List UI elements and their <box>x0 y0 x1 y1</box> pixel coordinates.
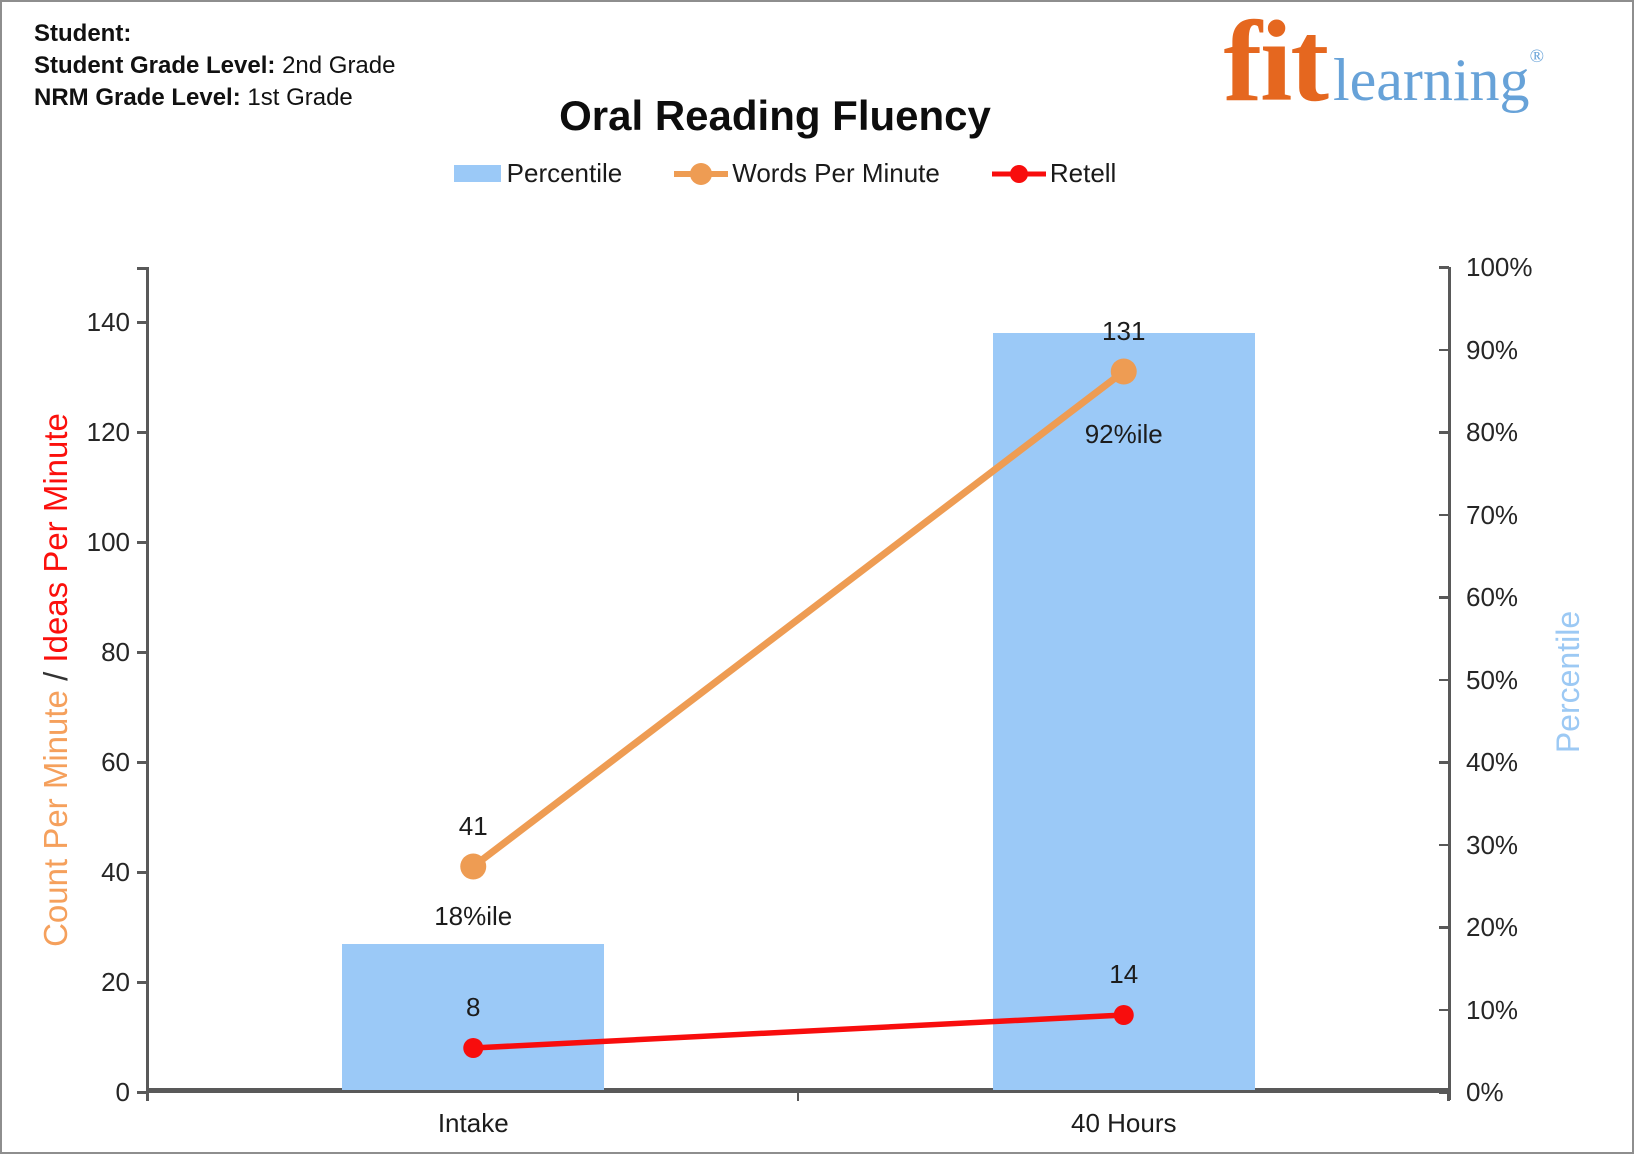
right-axis-tick-label: 30% <box>1466 829 1519 860</box>
legend-item-retell: Retell <box>991 158 1117 189</box>
registered-trademark-icon: ® <box>1529 46 1544 67</box>
fit-learning-logo: fit learning® <box>1223 0 1544 129</box>
left-axis-tick <box>137 651 147 654</box>
left-axis-line <box>146 267 149 1092</box>
chart-legend: Percentile Words Per Minute Retell <box>2 158 1600 189</box>
right-axis-tick <box>1439 761 1449 764</box>
student-grade-line: Student Grade Level: 2nd Grade <box>34 50 395 82</box>
left-axis-tick <box>137 761 147 764</box>
line-data-label: 131 <box>1102 315 1146 346</box>
right-axis-title: Percentile <box>1550 610 1586 754</box>
right-axis-tick-label: 40% <box>1466 747 1519 777</box>
percentile-bar <box>992 333 1255 1090</box>
percentile-bar <box>342 943 605 1090</box>
left-axis-tick <box>137 541 147 544</box>
left-axis-tick-label: 100 <box>86 527 130 557</box>
nrm-grade-line: NRM Grade Level: 1st Grade <box>34 82 395 114</box>
right-axis-tick-label: 100% <box>1466 252 1533 282</box>
words-per-minute-marker <box>460 853 487 880</box>
retell-line <box>473 1012 1124 1051</box>
line-data-label: 14 <box>1109 959 1139 989</box>
right-axis-tick <box>1439 843 1449 846</box>
nrm-grade-value: 1st Grade <box>247 84 353 111</box>
right-axis-tick <box>1439 266 1449 269</box>
right-axis-tick <box>1439 348 1449 351</box>
left-axis-title-slash: / <box>37 662 74 691</box>
bar-data-label: 92%ile <box>1084 419 1163 449</box>
legend-label-percentile: Percentile <box>506 158 623 188</box>
left-axis-tick-label: 40 <box>101 857 130 887</box>
words-per-minute-marker <box>1110 358 1137 385</box>
right-axis-tick <box>1439 678 1449 681</box>
student-grade-label: Student Grade Level: <box>34 52 276 79</box>
left-axis-tick <box>137 321 147 324</box>
left-axis-title: Count Per Minute / Ideas Per Minute <box>35 330 77 1030</box>
logo-fit-text: fit <box>1223 0 1328 126</box>
left-axis-tick-label: 80 <box>101 637 130 667</box>
nrm-grade-label: NRM Grade Level: <box>34 84 241 111</box>
left-axis-tick-label: 0 <box>115 1077 130 1107</box>
right-axis-tick <box>1439 513 1449 516</box>
legend-item-words-per-minute: Words Per Minute <box>674 158 940 189</box>
right-axis-tick <box>1439 596 1449 599</box>
left-axis-tick-label: 120 <box>86 417 130 447</box>
left-axis-tick <box>137 431 147 434</box>
percentile-swatch-icon <box>453 165 501 182</box>
x-axis-boundary-tick <box>146 1092 149 1101</box>
right-axis-tick-label: 70% <box>1466 499 1519 530</box>
logo-learning-text: learning <box>1332 47 1530 113</box>
legend-label-retell: Retell <box>1049 158 1117 188</box>
left-axis-tick <box>137 871 147 874</box>
left-axis-tick-label: 60 <box>101 747 130 777</box>
right-axis-tick <box>1439 926 1449 929</box>
student-label: Student: <box>34 20 132 47</box>
retell-marker <box>463 1038 484 1058</box>
right-axis-line <box>1448 267 1451 1100</box>
right-axis-tick <box>1439 431 1449 434</box>
legend-item-percentile: Percentile <box>453 158 623 189</box>
student-grade-value: 2nd Grade <box>282 52 396 79</box>
right-axis-tick-label: 60% <box>1466 582 1519 612</box>
left-axis-end-tick <box>137 267 147 270</box>
left-axis-tick <box>137 1091 147 1094</box>
x-axis-label: 40 Hours <box>1071 1108 1177 1138</box>
x-axis-line <box>146 1088 1451 1093</box>
x-axis-boundary-tick <box>796 1092 799 1101</box>
legend-label-words-per-minute: Words Per Minute <box>732 158 940 188</box>
right-axis-tick-label: 80% <box>1466 417 1519 447</box>
right-axis-tick-label: 90% <box>1466 334 1519 365</box>
student-label-line: Student: <box>34 18 395 50</box>
left-axis-title-count: Count Per Minute <box>37 690 74 947</box>
right-axis-tick-label: 50% <box>1466 664 1519 695</box>
retell-swatch-icon <box>991 161 1046 187</box>
right-axis-tick <box>1439 1008 1449 1011</box>
line-data-label: 41 <box>458 810 488 841</box>
left-axis-title-ideas: Ideas Per Minute <box>37 413 74 663</box>
student-info: Student: Student Grade Level: 2nd Grade … <box>34 18 395 114</box>
retell-marker <box>1113 1005 1134 1025</box>
bar-data-label: 18%ile <box>434 900 513 931</box>
words-per-minute-swatch-icon <box>674 161 729 187</box>
words-per-minute-line <box>471 368 1126 870</box>
left-axis-tick <box>137 981 147 984</box>
x-axis-label: Intake <box>437 1108 509 1138</box>
right-axis-tick-label: 10% <box>1466 994 1519 1025</box>
page-title: Oral Reading Fluency <box>559 92 991 139</box>
right-axis-tick-label: 20% <box>1466 912 1519 942</box>
x-axis-boundary-tick <box>1447 1092 1450 1101</box>
left-axis-tick-label: 140 <box>86 307 130 337</box>
right-axis-tick-label: 0% <box>1466 1077 1504 1107</box>
line-data-label: 8 <box>466 992 481 1022</box>
left-axis-tick-label: 20 <box>101 967 130 997</box>
right-axis-tick <box>1439 1091 1449 1094</box>
